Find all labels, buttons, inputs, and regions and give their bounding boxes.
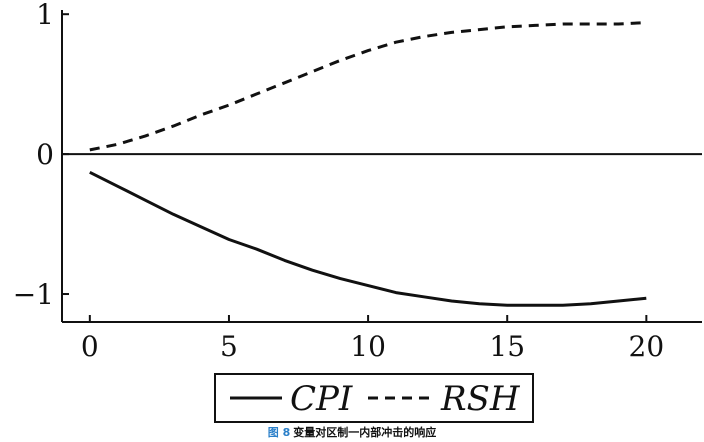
x-tick-label: 5 bbox=[220, 330, 238, 363]
y-tick-label: −1 bbox=[13, 278, 54, 311]
series-layer bbox=[89, 21, 647, 307]
figure-number: 图 8 bbox=[267, 426, 291, 439]
x-tick-label: 0 bbox=[81, 330, 99, 363]
x-tick-label: 15 bbox=[489, 330, 525, 363]
tick-marks bbox=[62, 13, 648, 322]
axes bbox=[61, 10, 702, 323]
x-tick-label: 10 bbox=[350, 330, 386, 363]
y-tick-label: 0 bbox=[36, 138, 54, 171]
legend-label-rsh: RSH bbox=[440, 379, 521, 419]
figure-caption: 图 8 变量对区制一内部冲击的响应 bbox=[0, 424, 704, 440]
legend: CPI RSH bbox=[214, 373, 534, 423]
legend-label-cpi: CPI bbox=[290, 379, 353, 419]
figure-caption-text: 变量对区制一内部冲击的响应 bbox=[293, 426, 437, 439]
series-line-cpi bbox=[89, 170, 647, 307]
tick-labels: 0 5 10 15 20 −1 0 1 bbox=[13, 0, 664, 363]
series-line-rsh bbox=[89, 21, 647, 152]
x-tick-label: 20 bbox=[629, 330, 665, 363]
y-tick-label: 1 bbox=[36, 0, 54, 31]
